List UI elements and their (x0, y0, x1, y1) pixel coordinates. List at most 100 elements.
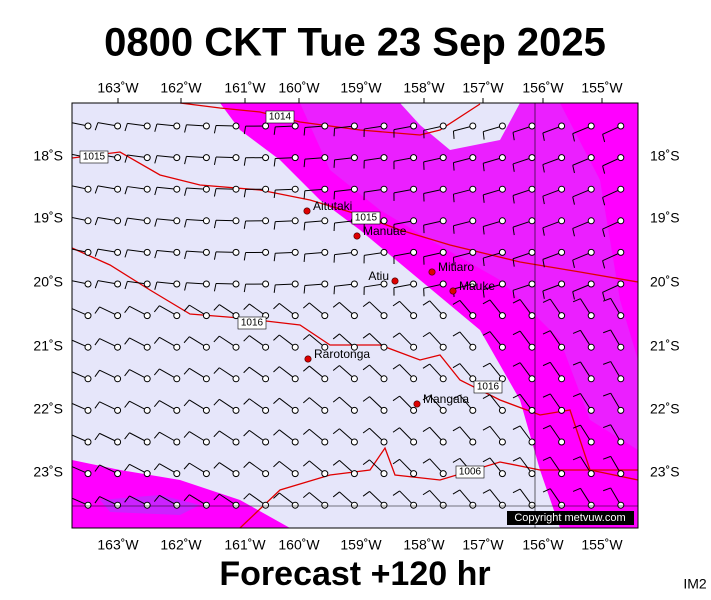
barb-feather (184, 251, 187, 260)
barb (482, 248, 506, 267)
barb-station (617, 406, 625, 414)
barb (393, 154, 418, 170)
barb (94, 432, 122, 446)
isobar-label-bg (473, 380, 503, 394)
barb (302, 397, 329, 414)
barb-station (291, 375, 299, 383)
barb-feather (512, 299, 521, 304)
barb (72, 308, 92, 320)
barb-station (262, 122, 270, 130)
barb (153, 463, 181, 478)
barb (332, 301, 358, 320)
barb (124, 463, 151, 478)
barb-feather (243, 189, 247, 198)
barb-feather (154, 281, 158, 290)
barb-feather (602, 228, 606, 237)
barb-feather (213, 398, 220, 406)
barb (273, 122, 299, 135)
barb (392, 490, 418, 509)
barb-station (617, 154, 625, 162)
barb-station (439, 248, 447, 256)
barb-station (469, 375, 477, 383)
barb-feather (183, 367, 190, 375)
barb-station (202, 154, 210, 162)
barb-station (380, 501, 388, 509)
barb-feather (392, 300, 400, 307)
barb-station (439, 470, 447, 478)
barb-station (558, 406, 566, 414)
barb (72, 185, 92, 193)
barb-station (410, 470, 418, 478)
barb (452, 185, 477, 203)
barb-station (321, 122, 329, 130)
barb (213, 462, 240, 478)
barb-feather (572, 424, 581, 429)
barb-station (84, 406, 92, 414)
barb-station (617, 375, 625, 383)
barb (393, 122, 418, 138)
barb (183, 462, 210, 478)
barb-feather (94, 306, 100, 314)
barb (273, 217, 299, 230)
barb-station (498, 375, 506, 383)
barb (303, 217, 329, 231)
barb (332, 333, 358, 351)
barb-station (114, 343, 122, 351)
barb-feather (243, 284, 247, 293)
barb-station (498, 470, 506, 478)
lon-label-top: 157˚W (462, 80, 504, 96)
barb-feather (302, 302, 310, 309)
barb-feather (392, 458, 400, 465)
barb (183, 336, 210, 351)
barb (302, 460, 329, 478)
map-frame (71, 102, 639, 529)
barb (512, 217, 536, 236)
barb-station (232, 312, 240, 320)
barb-feather (542, 259, 545, 268)
barb-station (84, 438, 92, 446)
barb-station (617, 438, 625, 446)
barb-station (143, 248, 151, 256)
barb-station (380, 185, 388, 193)
barb-station (84, 280, 92, 288)
barb-feather (603, 424, 611, 429)
barb-feather (124, 464, 130, 472)
barb-station (114, 501, 122, 509)
barb-station (202, 185, 210, 193)
lon-label-top: 163˚W (97, 80, 139, 96)
barb (392, 427, 418, 446)
barb (572, 393, 595, 414)
barb (393, 248, 418, 265)
barb-feather (452, 331, 461, 337)
barb (94, 306, 122, 320)
barb-station (410, 122, 418, 130)
lon-label-bottom: 160˚W (278, 537, 320, 553)
barb (542, 393, 566, 414)
barb-feather (542, 456, 551, 461)
barb-feather (183, 304, 190, 312)
barb (333, 280, 358, 295)
barb-station (291, 154, 299, 162)
place-name: Mauke (459, 279, 495, 293)
barb (303, 248, 329, 262)
barb-feather (512, 362, 521, 367)
barb (423, 248, 447, 265)
barb-feather (213, 188, 217, 197)
barb-station (558, 185, 566, 193)
barb (243, 335, 270, 351)
barb (542, 185, 566, 205)
barb-station (232, 501, 240, 509)
barb-feather (94, 433, 100, 441)
barb-feather (482, 131, 485, 140)
barb-feather (273, 492, 280, 499)
barb-feather (482, 299, 491, 305)
barb-feather (94, 122, 99, 131)
barb-station (291, 343, 299, 351)
barb-feather (572, 298, 581, 303)
barb (542, 456, 566, 478)
barb-station (114, 122, 122, 130)
barb (124, 280, 151, 290)
barb (213, 493, 240, 509)
barb (363, 122, 388, 137)
barb-feather (213, 367, 220, 374)
